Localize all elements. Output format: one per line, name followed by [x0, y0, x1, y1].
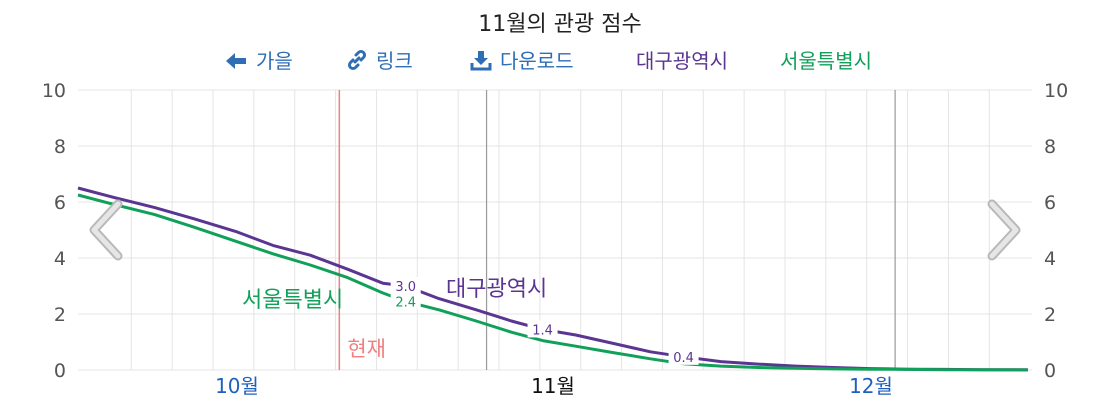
- series-inline-label-seoul: 서울특별시: [242, 288, 343, 313]
- chart-markers: [338, 90, 896, 370]
- month-label: 10월: [215, 374, 259, 398]
- point-label-bg: [390, 277, 421, 294]
- y-tick-label-right: 10: [1044, 80, 1068, 102]
- chevron-right-icon[interactable]: [987, 199, 1021, 261]
- prev-season-button[interactable]: 가을: [224, 46, 293, 76]
- download-label: 다운로드: [500, 49, 574, 73]
- y-tick-label-left: 0: [54, 360, 66, 382]
- y-tick-label-left: 4: [54, 248, 66, 270]
- series-inline-label-daegu: 대구광역시: [446, 277, 547, 302]
- month-label: 12월: [849, 374, 893, 398]
- y-tick-label-right: 8: [1044, 136, 1056, 158]
- download-button[interactable]: 다운로드: [470, 46, 574, 76]
- chart-title: 11월의 관광 점수: [478, 12, 642, 37]
- point-label: 1.4: [532, 323, 553, 338]
- point-label-bg: [668, 347, 699, 365]
- y-tick-label-right: 6: [1044, 192, 1056, 214]
- download-icon: [470, 51, 492, 71]
- y-tick-label-right: 4: [1044, 248, 1056, 270]
- chart-series: [77, 186, 1028, 372]
- chart-grid: [78, 89, 1032, 371]
- prev-season-label: 가을: [256, 49, 293, 73]
- link-icon: [347, 49, 367, 71]
- point-label: 2.4: [395, 295, 416, 310]
- point-label-bg: [390, 292, 421, 310]
- month-label: 11월: [531, 374, 575, 398]
- chevron-left-icon[interactable]: [89, 199, 123, 261]
- legend-item-daegu[interactable]: 대구광역시: [636, 46, 728, 76]
- legend-label-daegu: 대구광역시: [636, 49, 728, 73]
- arrow-left-icon: [226, 53, 246, 69]
- current-date-label: 현재: [347, 337, 386, 361]
- legend-item-seoul[interactable]: 서울특별시: [780, 46, 872, 76]
- chart-axes: 0 0 2 2 4 4 6 6 8 8 10 10 10월 11월 12월: [42, 80, 1068, 398]
- chart-toolbar: 가을 링크 다운로드 대구광역시 서울특별시: [0, 46, 1120, 76]
- y-tick-label-right: 2: [1044, 304, 1056, 326]
- legend-label-seoul: 서울특별시: [780, 49, 872, 73]
- y-tick-label-left: 10: [42, 80, 66, 102]
- link-label: 링크: [376, 49, 413, 73]
- link-button[interactable]: 링크: [346, 46, 413, 76]
- y-tick-label-left: 8: [54, 136, 66, 158]
- point-label: 0.4: [673, 351, 694, 366]
- point-label-bg: [527, 320, 558, 338]
- y-tick-label-right: 0: [1044, 360, 1056, 382]
- series-line-seoul: [77, 193, 1028, 372]
- y-tick-label-left: 2: [54, 304, 66, 326]
- point-label: 3.0: [395, 280, 416, 295]
- y-tick-label-left: 6: [54, 192, 66, 214]
- chart-labels: 현재 3.0 1.4 0.4 2.4 대구광역시 서울특별시: [242, 277, 699, 366]
